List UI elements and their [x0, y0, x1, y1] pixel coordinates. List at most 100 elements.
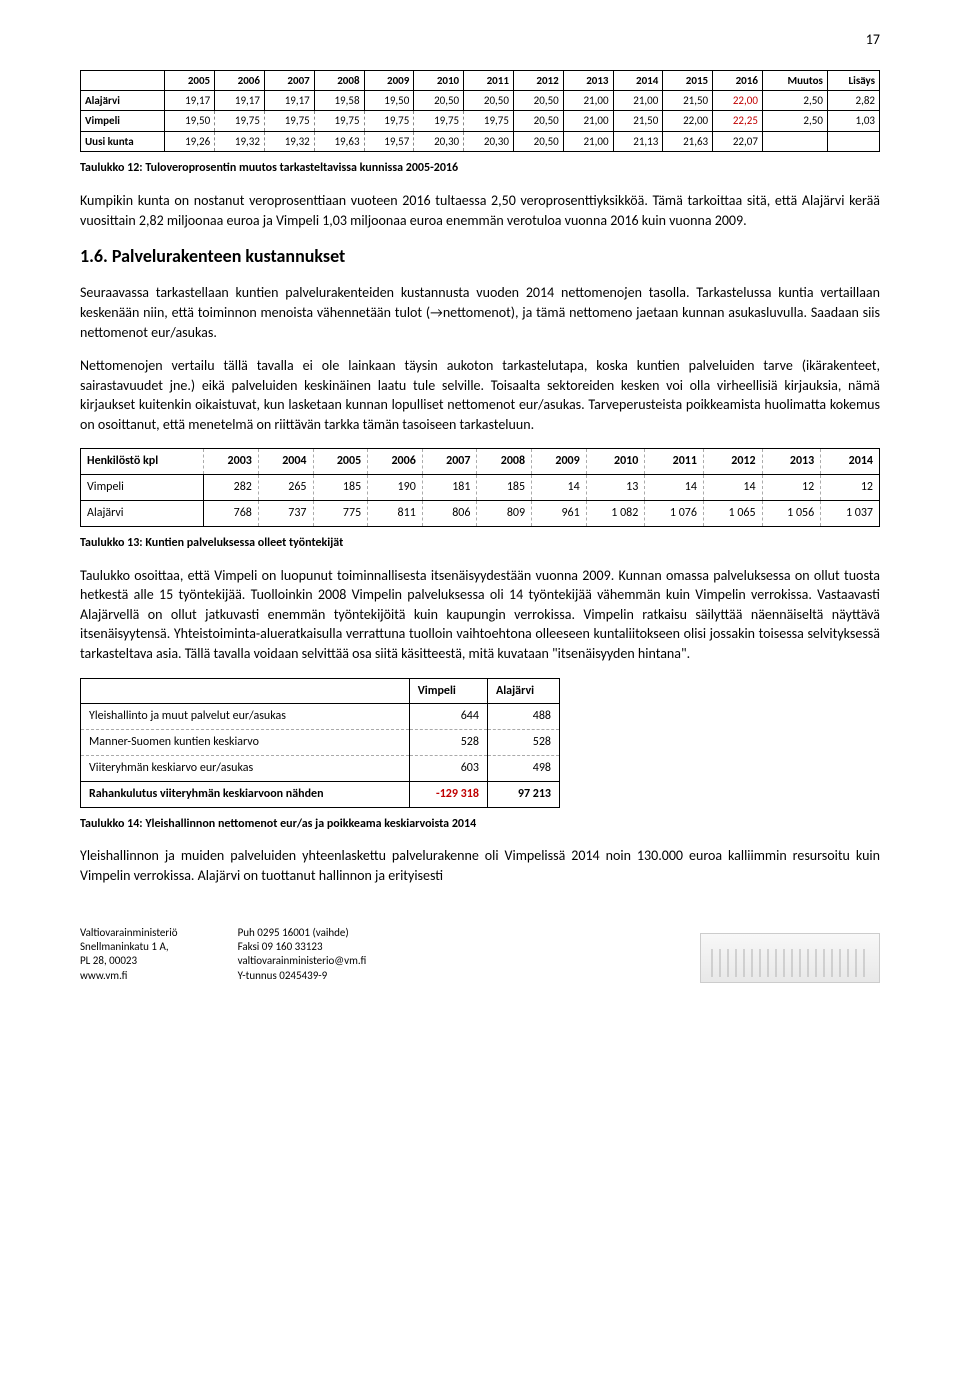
table-header: 2013 [563, 70, 613, 90]
table-header: 2004 [258, 449, 313, 475]
table-cell: 2,50 [762, 90, 827, 110]
table-cell: 12 [762, 475, 821, 501]
table-cell: 190 [368, 475, 423, 501]
table-cell: 20,50 [513, 131, 563, 151]
table-header: 2009 [364, 70, 414, 90]
table-cell: 21,00 [563, 111, 613, 131]
table-cell: 21,00 [563, 90, 613, 110]
table-header: 2012 [513, 70, 563, 90]
table-cell: 768 [204, 501, 259, 527]
table-cell: 22,07 [713, 131, 763, 151]
table-cell: 19,75 [215, 111, 265, 131]
table-cell: 528 [409, 730, 487, 756]
table-header: 2016 [713, 70, 763, 90]
table-cell: -129 318 [409, 781, 487, 807]
table-header: Muutos [762, 70, 827, 90]
table-cell: 2,82 [827, 90, 879, 110]
table-header: 2008 [314, 70, 364, 90]
table-cell: 1 037 [821, 501, 880, 527]
personnel-table: Henkilöstö kpl20032004200520062007200820… [80, 448, 880, 526]
table-cell: 14 [703, 475, 762, 501]
table-cell: 21,63 [663, 131, 713, 151]
table-cell: 185 [477, 475, 532, 501]
table-cell: 12 [821, 475, 880, 501]
table-header: 2010 [586, 449, 645, 475]
table-cell: 181 [422, 475, 477, 501]
table-cell: 19,75 [314, 111, 364, 131]
table-cell: 809 [477, 501, 532, 527]
table-cell [762, 131, 827, 151]
table-cell: Viiteryhmän keskiarvo eur/asukas [81, 756, 410, 782]
paragraph-1: Kumpikin kunta on nostanut veroprosentti… [80, 191, 880, 230]
table-cell: 1 082 [586, 501, 645, 527]
table-header: Lisäys [827, 70, 879, 90]
table-cell: 1 076 [645, 501, 704, 527]
table-cell: 19,57 [364, 131, 414, 151]
table-cell: 498 [487, 756, 559, 782]
table-header: 2006 [368, 449, 423, 475]
table-header: 2003 [204, 449, 259, 475]
table-header: 2015 [663, 70, 713, 90]
table-cell: 20,30 [414, 131, 464, 151]
table-header: 2005 [313, 449, 368, 475]
table-cell: Vimpeli [81, 475, 204, 501]
table-cell: 265 [258, 475, 313, 501]
footer-address: ValtiovarainministeriöSnellmaninkatu 1 A… [80, 926, 178, 983]
footer-line: Snellmaninkatu 1 A, [80, 940, 178, 954]
table-cell: 811 [368, 501, 423, 527]
page-number: 17 [80, 30, 880, 50]
paragraph-2: Seuraavassa tarkastellaan kuntien palvel… [80, 283, 880, 342]
table-cell: 20,50 [464, 90, 514, 110]
table-cell: 1 056 [762, 501, 821, 527]
footer-line: Puh 0295 16001 (vaihde) [238, 926, 367, 940]
table-header: 2011 [464, 70, 514, 90]
table-header: 2008 [477, 449, 532, 475]
table-cell: 282 [204, 475, 259, 501]
table-header: 2005 [165, 70, 215, 90]
table-cell: 22,25 [713, 111, 763, 131]
table-cell [827, 131, 879, 151]
table-cell: 603 [409, 756, 487, 782]
table-cell: 20,50 [414, 90, 464, 110]
table-header: 2007 [264, 70, 314, 90]
admin-cost-table: VimpeliAlajärvi Yleishallinto ja muut pa… [80, 678, 560, 808]
table-cell: 644 [409, 704, 487, 730]
paragraph-5: Yleishallinnon ja muiden palveluiden yht… [80, 846, 880, 885]
table-cell: Uusi kunta [81, 131, 165, 151]
table-cell: 20,50 [513, 111, 563, 131]
table-header: Henkilöstö kpl [81, 449, 204, 475]
table-cell: 19,32 [215, 131, 265, 151]
table-header: 2012 [703, 449, 762, 475]
table-header: 2007 [422, 449, 477, 475]
table-cell: 22,00 [663, 111, 713, 131]
table-cell: 20,50 [513, 90, 563, 110]
table-cell: 20,30 [464, 131, 514, 151]
table-header: Alajärvi [487, 678, 559, 704]
table-header: Vimpeli [409, 678, 487, 704]
table-cell: 775 [313, 501, 368, 527]
table-header [81, 70, 165, 90]
footer-line: Faksi 09 160 33123 [238, 940, 367, 954]
paragraph-3: Nettomenojen vertailu tällä tavalla ei o… [80, 356, 880, 434]
table-cell: Alajärvi [81, 501, 204, 527]
table-cell: 19,17 [215, 90, 265, 110]
footer-contact: Puh 0295 16001 (vaihde)Faksi 09 160 3312… [238, 926, 367, 983]
table-cell: 19,26 [165, 131, 215, 151]
table-cell: 185 [313, 475, 368, 501]
section-heading: 1.6. Palvelurakenteen kustannukset [80, 244, 880, 269]
footer-building-image [700, 933, 880, 983]
table-header: 2009 [532, 449, 587, 475]
table-cell: Rahankulutus viiteryhmän keskiarvoon näh… [81, 781, 410, 807]
table-header: 2014 [821, 449, 880, 475]
table-cell: 19,75 [364, 111, 414, 131]
table-cell: 528 [487, 730, 559, 756]
table2-caption: Taulukko 13: Kuntien palveluksessa ollee… [80, 535, 880, 552]
table-cell: 1 065 [703, 501, 762, 527]
footer-line: Valtiovarainministeriö [80, 926, 178, 940]
table-cell: 21,50 [663, 90, 713, 110]
table-cell: 21,00 [563, 131, 613, 151]
table-cell: 19,75 [264, 111, 314, 131]
table-cell: Manner-Suomen kuntien keskiarvo [81, 730, 410, 756]
paragraph-4: Taulukko osoittaa, että Vimpeli on luopu… [80, 566, 880, 664]
table-cell: 21,50 [613, 111, 663, 131]
